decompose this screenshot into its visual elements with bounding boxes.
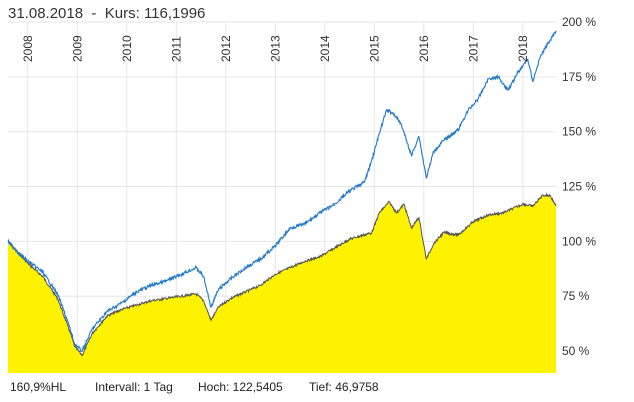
- y-tick-label: 125 %: [562, 180, 596, 194]
- x-tick-label: 2010: [120, 35, 134, 62]
- footer-low: Tief: 46,9758: [309, 380, 379, 394]
- y-axis: 50 % 75 % 100 % 125 % 150 % 175 % 200 %: [562, 15, 596, 358]
- header-kurs-label: Kurs:: [104, 5, 140, 22]
- x-tick-label: 2017: [466, 35, 480, 62]
- fund-line: [7, 192, 557, 356]
- chart-footer: 160,9%HL Intervall: 1 Tag Hoch: 122,5405 Ti…: [10, 380, 379, 394]
- header-kurs-value: 116,1996: [143, 5, 206, 22]
- x-tick-label: 2016: [417, 35, 431, 62]
- x-tick-label: 2012: [219, 35, 233, 62]
- x-tick-label: 2013: [268, 35, 282, 62]
- x-tick-label: 2015: [367, 35, 381, 62]
- x-tick-label: 2014: [318, 35, 332, 62]
- x-tick-label: 2008: [21, 35, 35, 62]
- y-tick-label: 200 %: [562, 15, 596, 29]
- header-separator: -: [91, 5, 97, 22]
- benchmark-line: [7, 30, 557, 353]
- y-tick-label: 100 %: [562, 234, 596, 248]
- footer-interval: Intervall: 1 Tag: [95, 380, 173, 394]
- chart-headline: 31.08.2018 - Kurs: 116,1996: [8, 5, 205, 22]
- x-tick-label: 2009: [70, 35, 84, 62]
- y-tick-label: 75 %: [562, 289, 590, 303]
- fund-area: [8, 194, 556, 373]
- y-tick-label: 50 %: [562, 344, 590, 358]
- x-tick-label: 2011: [169, 36, 183, 62]
- y-tick-label: 150 %: [562, 125, 596, 139]
- x-axis: 2008 2009 2010 2011 2012 2013 2014 2015 2016 2017…: [21, 35, 530, 62]
- header-date: 31.08.2018: [8, 5, 84, 22]
- y-tick-label: 175 %: [562, 70, 596, 84]
- x-tick-label: 2018: [516, 35, 530, 62]
- footer-high: Hoch: 122,5405: [198, 380, 283, 394]
- footer-range: 160,9%HL: [10, 380, 67, 394]
